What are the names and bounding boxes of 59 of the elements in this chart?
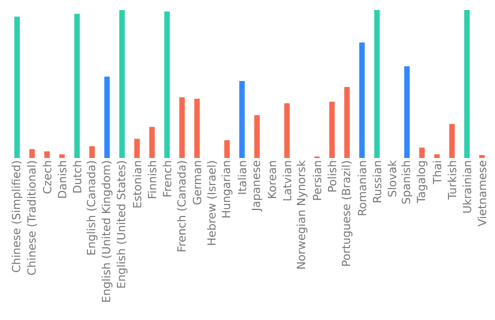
x-tick-label: Polish	[328, 161, 336, 192]
x-tick-label: Portuguese (Brazil)	[342, 161, 352, 266]
bar	[284, 103, 290, 158]
x-tick-label: Tagalog	[416, 161, 428, 204]
x-tick-label: Russian	[372, 161, 382, 202]
bar	[404, 66, 410, 158]
x-tick-label: Danish	[58, 161, 66, 198]
bar	[74, 14, 80, 158]
bar	[374, 10, 380, 158]
x-tick-label: French (Canada)	[177, 161, 188, 252]
x-tick-label: French	[162, 161, 172, 196]
bar	[29, 149, 35, 158]
bar	[59, 154, 65, 158]
bar	[164, 11, 170, 158]
bar	[89, 146, 95, 158]
bar	[254, 115, 260, 158]
bar	[239, 81, 245, 158]
x-tick-label: Persian	[312, 161, 322, 200]
x-tick-label: Italian	[238, 161, 246, 194]
bar	[344, 86, 350, 158]
x-tick-label: Japanese	[252, 160, 262, 212]
bar	[44, 151, 50, 158]
bar	[464, 10, 470, 158]
x-tick-label: Estonian	[132, 161, 142, 208]
x-tick-label: German	[192, 161, 202, 204]
bar	[224, 140, 230, 158]
bar	[359, 42, 365, 158]
x-tick-label: Spanish	[402, 161, 412, 204]
bar	[134, 138, 140, 158]
bar	[434, 154, 440, 158]
x-tick-label: English (United Kingdom)	[102, 161, 112, 302]
x-tick-label: Thai	[432, 161, 442, 184]
x-tick-label: Finnish	[148, 161, 156, 198]
x-tick-label: Dutch	[72, 161, 82, 192]
bar	[329, 102, 335, 158]
x-tick-label: Turkish	[448, 161, 456, 200]
x-tick-label: English (United States)	[116, 161, 128, 288]
bar	[104, 76, 110, 158]
bar	[449, 124, 455, 158]
x-tick-label: Korean	[268, 161, 276, 198]
bar	[419, 148, 425, 158]
bar	[14, 16, 20, 158]
x-tick-label: Ukrainian	[462, 161, 472, 213]
x-tick-label: Vietnamese	[478, 160, 486, 226]
bar	[119, 10, 125, 158]
x-tick-label: Hebrew (Israel)	[207, 161, 218, 245]
x-tick-label: Chinese (Traditional)	[27, 161, 38, 275]
x-tick-label: Latvian	[282, 161, 292, 200]
x-tick-label: Czech	[42, 161, 52, 194]
bar	[479, 155, 485, 158]
x-tick-label: Hungarian	[222, 161, 232, 218]
bar	[194, 98, 200, 158]
x-tick-label: Slovak	[388, 160, 396, 196]
x-tick-label: Romanian	[358, 161, 366, 216]
x-tick-label: Chinese (Simplified)	[12, 161, 22, 272]
bar	[149, 126, 155, 158]
x-tick-label: English (Canada)	[86, 161, 98, 254]
bar	[179, 97, 185, 158]
x-tick-label: Norwegian Nynorsk	[296, 160, 308, 269]
